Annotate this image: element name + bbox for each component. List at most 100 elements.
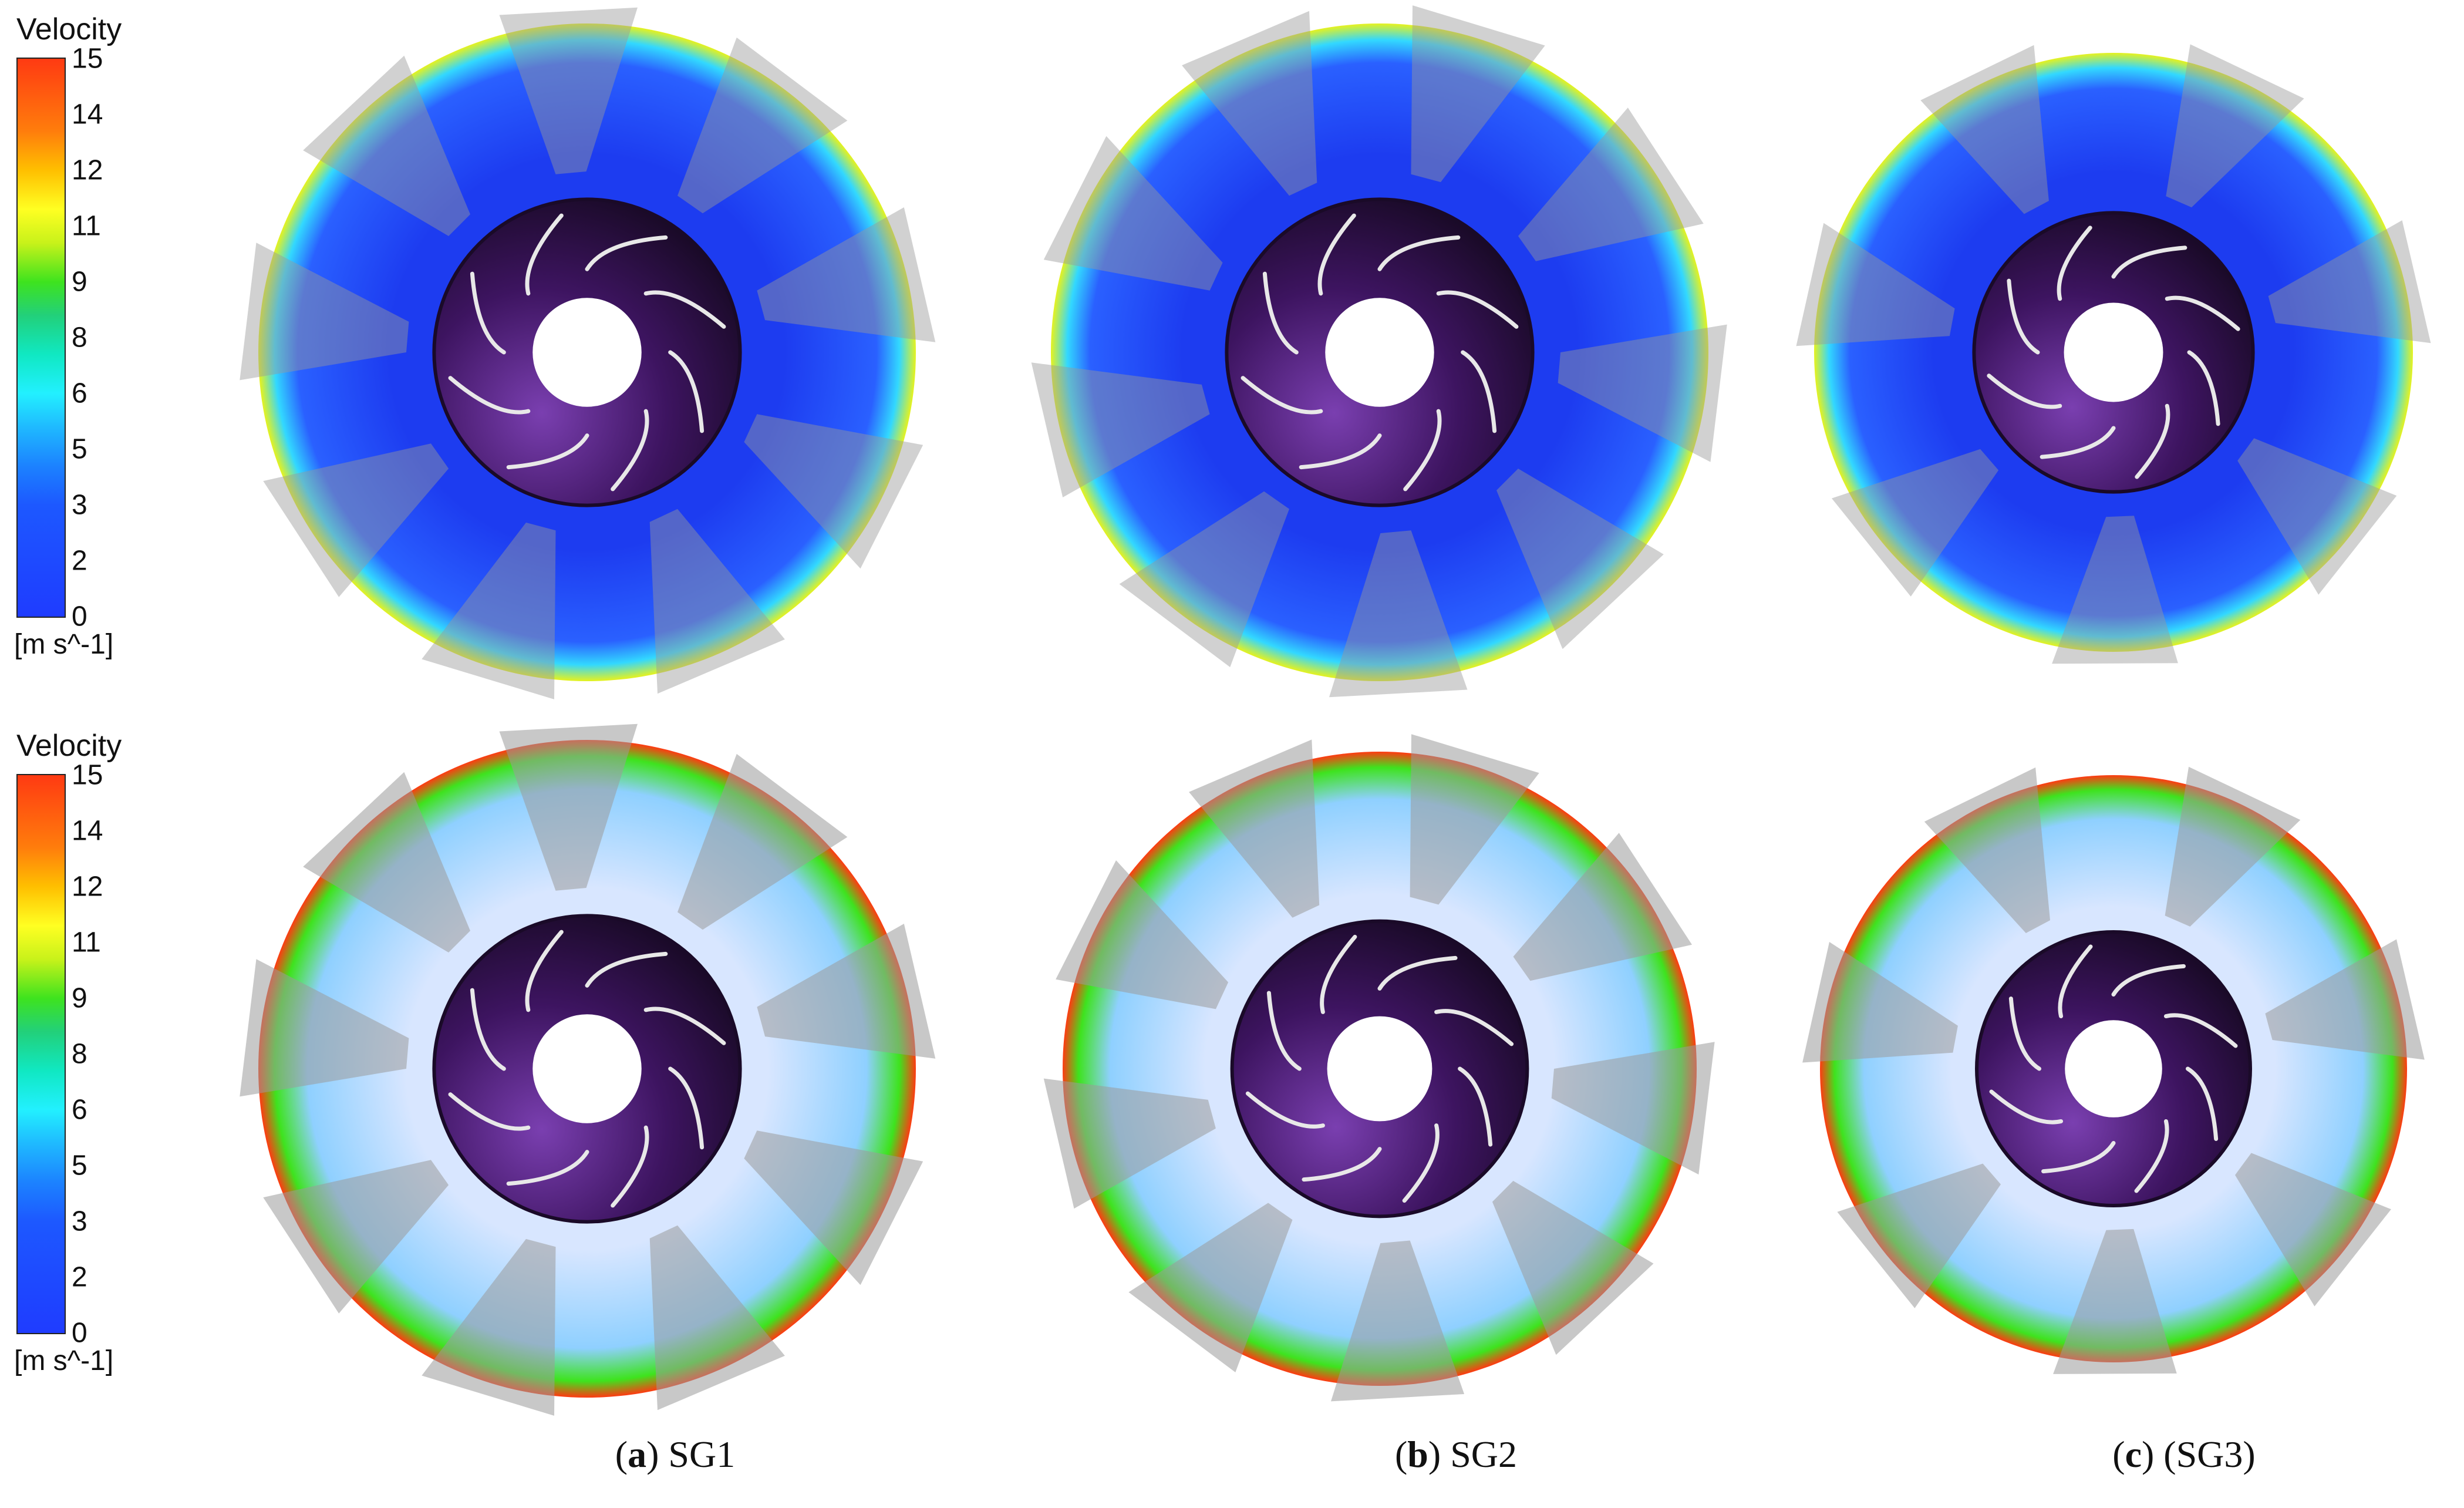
impeller-blade bbox=[585, 951, 668, 988]
impeller-eye bbox=[532, 298, 642, 407]
guide-vane bbox=[744, 1130, 923, 1285]
guide-vane bbox=[240, 959, 409, 1097]
legend-tick-label: 15 bbox=[72, 43, 103, 75]
guide-vane bbox=[1492, 1180, 1654, 1355]
impeller-blade bbox=[643, 290, 726, 329]
impeller-blade bbox=[525, 930, 564, 1012]
impeller-blade bbox=[2186, 1066, 2219, 1141]
panel-sg3-contour bbox=[1796, 44, 2431, 664]
impeller-blade bbox=[525, 213, 564, 296]
impeller-eye bbox=[2065, 1020, 2162, 1117]
legend-title: Velocity bbox=[16, 729, 122, 763]
impeller-blade bbox=[1987, 373, 2062, 409]
legend-colorbar bbox=[16, 58, 66, 618]
guide-vane bbox=[744, 414, 923, 569]
impeller-blade bbox=[643, 1007, 726, 1045]
impeller-blade bbox=[2134, 1119, 2169, 1193]
impeller-blade bbox=[2165, 295, 2240, 331]
impeller-blade bbox=[1245, 1091, 1325, 1129]
legend-tick-label: 9 bbox=[72, 266, 87, 298]
impeller-blade bbox=[2111, 245, 2187, 279]
guide-vane bbox=[2165, 766, 2301, 927]
legend-tick-label: 11 bbox=[72, 927, 101, 958]
impeller-blade bbox=[611, 1125, 649, 1208]
legend-tick-label: 6 bbox=[72, 1094, 87, 1126]
legend-tick-label: 9 bbox=[72, 982, 87, 1014]
guide-vane bbox=[1796, 223, 1955, 346]
impeller-blade bbox=[668, 1066, 705, 1150]
guide-vane bbox=[303, 772, 470, 952]
guide-vane bbox=[240, 243, 409, 381]
impeller-blade bbox=[585, 235, 668, 271]
guide-vane bbox=[1128, 1203, 1293, 1372]
impeller-blade bbox=[2041, 1141, 2116, 1174]
guide-vane bbox=[2268, 220, 2431, 344]
legend-tick-label: 12 bbox=[72, 871, 103, 903]
legend-tick-label: 14 bbox=[72, 815, 103, 847]
guide-vane bbox=[1496, 469, 1664, 649]
impeller-blade bbox=[668, 350, 705, 433]
guide-vane bbox=[2052, 516, 2178, 664]
guide-vane bbox=[499, 723, 638, 891]
guide-vane bbox=[1119, 491, 1289, 668]
guide-vane bbox=[1189, 739, 1320, 918]
guide-vane bbox=[1056, 860, 1229, 1009]
guide-vane bbox=[1518, 107, 1704, 261]
panel-sg3-streamlines bbox=[1802, 766, 2425, 1374]
impeller-blade bbox=[1458, 1066, 1493, 1147]
legend-tick-label: 14 bbox=[72, 99, 103, 130]
guide-vane bbox=[1551, 1042, 1715, 1175]
impeller-blade bbox=[2007, 278, 2040, 355]
guide-vane bbox=[1837, 1163, 2001, 1308]
impeller-blade bbox=[1377, 955, 1458, 991]
impeller-blade bbox=[1403, 409, 1442, 492]
caption-sg3: (c) (SG3) bbox=[2112, 1433, 2256, 1475]
guide-vane bbox=[1513, 833, 1692, 981]
impeller-blade bbox=[2111, 964, 2186, 997]
impeller-blade bbox=[448, 376, 531, 415]
guide-vane bbox=[649, 1225, 785, 1411]
guide-vane bbox=[2235, 1153, 2391, 1307]
guide-vane bbox=[263, 1160, 449, 1314]
legend-title: Velocity bbox=[16, 12, 122, 46]
guide-vane bbox=[1832, 449, 1999, 597]
caption-sg2: (b) SG2 bbox=[1394, 1433, 1518, 1475]
impeller-blade bbox=[470, 988, 506, 1071]
impeller-blade bbox=[2040, 426, 2116, 459]
impeller-blade bbox=[506, 433, 589, 470]
impeller-blade bbox=[2057, 225, 2092, 301]
guide-vane bbox=[757, 924, 936, 1059]
panel-sg2-contour bbox=[1031, 5, 1727, 698]
guide-vane bbox=[1043, 136, 1223, 291]
impeller-blade bbox=[1434, 1009, 1514, 1046]
legend-tick-label: 8 bbox=[72, 1038, 87, 1070]
guide-vane bbox=[1558, 324, 1727, 462]
impeller-blade bbox=[1262, 271, 1299, 355]
legend-unit: [m s^-1] bbox=[14, 629, 114, 660]
impeller-blade bbox=[1377, 235, 1461, 271]
impeller-blade bbox=[1320, 934, 1357, 1014]
guide-vane bbox=[1329, 530, 1468, 698]
impeller-eye bbox=[532, 1014, 642, 1123]
impeller-blade bbox=[1302, 1147, 1382, 1182]
guide-vane bbox=[422, 522, 556, 699]
panel-sg1-streamlines bbox=[240, 723, 936, 1416]
guide-vane bbox=[649, 509, 785, 694]
impeller-blade bbox=[506, 1150, 589, 1186]
guide-vane bbox=[1924, 767, 2050, 933]
legend-unit: [m s^-1] bbox=[14, 1345, 114, 1376]
impeller-blade bbox=[1266, 991, 1302, 1071]
guide-vane bbox=[303, 55, 470, 237]
legend-tick-label: 0 bbox=[72, 601, 87, 632]
legend-tick-label: 12 bbox=[72, 154, 103, 186]
velocity-legend-top: Velocity 15 14 12 11 9 8 6 5 3 2 0 [m s^-1] bbox=[0, 12, 188, 693]
legend-tick-label: 15 bbox=[72, 759, 103, 791]
guide-vane bbox=[1331, 1240, 1465, 1402]
panel-sg1-contour bbox=[240, 7, 936, 699]
guide-vane bbox=[2053, 1228, 2177, 1374]
guide-vane bbox=[1182, 11, 1317, 196]
guide-vane bbox=[1410, 734, 1539, 905]
legend-tick-label: 5 bbox=[72, 433, 87, 465]
guide-vane bbox=[422, 1238, 556, 1416]
impeller-eye bbox=[1327, 1016, 1432, 1122]
